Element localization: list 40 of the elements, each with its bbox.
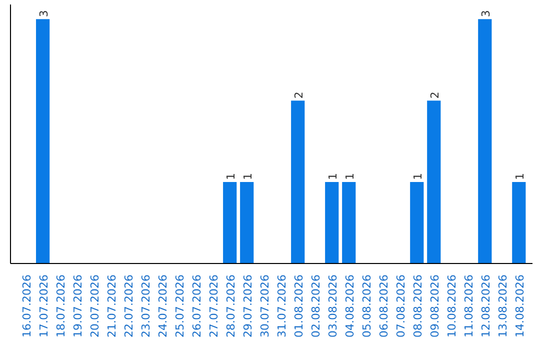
x-tick-label: 26.07.2026 [190, 274, 204, 338]
data-label: 3 [479, 10, 492, 18]
x-tick-label: 23.07.2026 [139, 274, 152, 338]
x-tick-label: 28.07.2026 [224, 274, 238, 338]
x-tick-label: 29.07.2026 [241, 274, 254, 338]
x-tick-label: 07.08.2026 [394, 274, 408, 338]
data-label: 1 [513, 173, 526, 180]
x-tick-label: 18.07.2026 [54, 274, 68, 338]
x-tick-label: 08.08.2026 [411, 274, 424, 338]
x-tick-label: 05.08.2026 [360, 274, 374, 338]
x-tick-label: 19.07.2026 [71, 274, 84, 338]
x-tick-label: 22.07.2026 [122, 274, 136, 338]
data-label: 2 [292, 92, 306, 99]
x-tick-label: 01.08.2026 [292, 274, 306, 338]
x-tick-label: 30.07.2026 [258, 274, 272, 338]
x-tick-label: 10.08.2026 [445, 274, 458, 338]
x-tick-label: 02.08.2026 [309, 274, 322, 338]
data-label: 2 [428, 92, 442, 99]
data-label: 1 [326, 173, 340, 180]
x-tick-label: 12.08.2026 [479, 274, 492, 338]
x-tick-label: 20.07.2026 [88, 274, 102, 338]
x-tick-label: 24.07.2026 [156, 274, 170, 338]
data-label: 1 [343, 173, 356, 180]
x-tick-label: 25.07.2026 [173, 274, 186, 338]
x-tick-label: 27.07.2026 [207, 274, 220, 338]
x-tick-label: 03.08.2026 [326, 274, 340, 338]
data-label: 1 [224, 173, 238, 180]
data-label: 1 [411, 173, 424, 180]
x-tick-label: 16.07.2026 [20, 274, 34, 338]
data-label: 1 [241, 173, 254, 180]
data-label: 3 [37, 10, 50, 18]
x-tick-label: 14.08.2026 [513, 274, 526, 338]
x-tick-label: 17.07.2026 [37, 274, 50, 338]
x-tick-label: 09.08.2026 [428, 274, 442, 338]
x-tick-label: 13.08.2026 [496, 274, 510, 338]
x-tick-label: 06.08.2026 [377, 274, 390, 338]
x-tick-label: 04.08.2026 [343, 274, 356, 338]
x-tick-label: 11.08.2026 [462, 274, 476, 338]
x-tick-label: 21.07.2026 [105, 274, 118, 338]
x-tick-label: 31.07.2026 [275, 274, 288, 338]
